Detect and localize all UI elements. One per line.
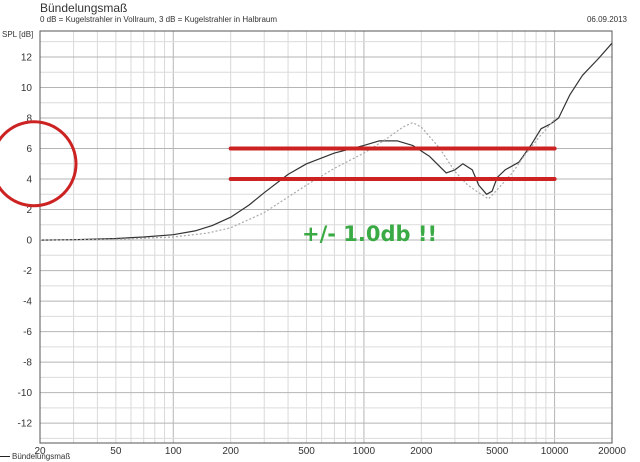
x-tick-label: 200 [222,446,239,457]
x-tick-label: 2000 [410,446,433,457]
x-tick-label: 10000 [541,446,569,457]
legend: Bündelungsmaß [0,452,70,461]
y-tick-label: -10 [18,388,33,399]
legend-label: Bündelungsmaß [12,452,71,461]
y-tick-label: 6 [26,144,32,155]
x-tick-label: 20000 [598,446,626,457]
y-tick-label: -8 [23,358,32,369]
y-tick-label: -6 [23,327,32,338]
series-group [39,42,613,241]
plot-frame [39,30,613,444]
x-tick-label: 20 [34,446,46,457]
chart-date: 06.09.2013 [586,15,627,24]
y-tick-label: 12 [21,52,33,63]
tolerance-annotation: +/- 1.0db !! [302,222,438,246]
y-tick-label: -12 [18,419,33,430]
reference-lines [228,146,557,182]
y-axis-label: SPL [dB] [2,30,34,39]
x-tick-label: 100 [165,446,182,457]
x-tick-label: 500 [298,446,315,457]
y-tick-label: 8 [26,113,32,124]
legend-swatch [0,456,10,458]
y-tick-label: 4 [26,175,32,186]
chart-title: Bündelungsmaß [40,1,128,15]
y-tick-label: 2 [26,205,32,216]
series-line-buendelungsmass [39,42,613,241]
highlight-ellipse [0,120,78,208]
x-tick-label: 5000 [486,446,509,457]
chart-subtitle: 0 dB = Kugelstrahler in Vollraum, 3 dB =… [40,15,278,24]
y-tick-label: -4 [23,297,32,308]
x-tick-label: 50 [110,446,122,457]
y-tick-label: 10 [21,83,33,94]
y-tick-labels: 12 10 8 6 4 2 0 -2 -4 -6 -8 -10 -12 [18,52,33,429]
x-tick-label: 1000 [353,446,376,457]
y-tick-label: -2 [23,266,32,277]
x-tick-labels: 20 50 100 200 500 1000 2000 5000 10000 20000 [34,446,626,457]
y-tick-label: 0 [26,236,32,247]
